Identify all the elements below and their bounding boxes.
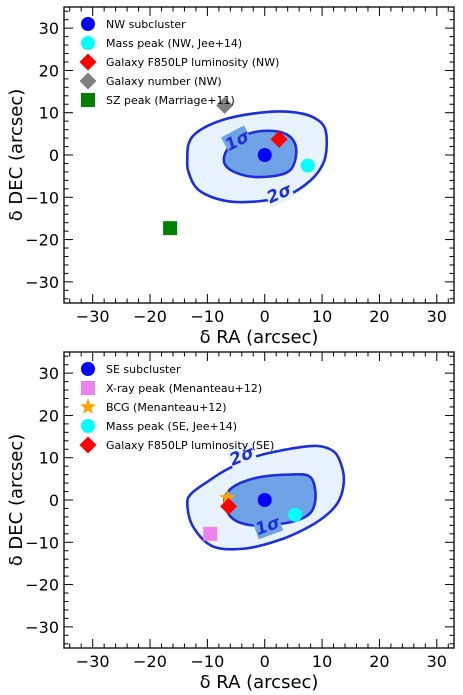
data-point bbox=[163, 221, 178, 236]
x-tick-label: 10 bbox=[312, 307, 332, 326]
x-tick-label: −30 bbox=[76, 652, 110, 671]
data-point bbox=[257, 493, 272, 507]
data-point bbox=[288, 507, 303, 522]
legend-label: X-ray peak (Menanteau+12) bbox=[106, 382, 262, 395]
legend-label: NW subcluster bbox=[106, 18, 186, 31]
y-tick-label: −20 bbox=[25, 231, 59, 250]
y-tick-label: 0 bbox=[49, 146, 59, 165]
contour-label-bg bbox=[221, 125, 254, 156]
x-tick-label: 30 bbox=[427, 307, 447, 326]
x-tick-label: 30 bbox=[427, 652, 447, 671]
x-tick-label: −30 bbox=[76, 307, 110, 326]
x-tick-label: −10 bbox=[190, 652, 224, 671]
legend-marker bbox=[81, 36, 95, 50]
legend-marker bbox=[81, 362, 95, 376]
x-tick-label: 0 bbox=[260, 652, 270, 671]
y-tick-label: 0 bbox=[49, 491, 59, 510]
x-axis-label: δ RA (arcsec) bbox=[200, 327, 319, 348]
y-tick-label: 30 bbox=[39, 19, 59, 38]
legend-label: Mass peak (NW, Jee+14) bbox=[106, 37, 242, 50]
y-tick-label: 10 bbox=[39, 449, 59, 468]
y-tick-label: −20 bbox=[25, 576, 59, 595]
y-tick-label: −30 bbox=[25, 273, 59, 292]
data-point bbox=[216, 97, 234, 115]
legend-marker bbox=[79, 53, 97, 71]
y-tick-label: 10 bbox=[39, 104, 59, 123]
legend-label: SE subcluster bbox=[106, 363, 181, 376]
y-axis-label: δ DEC (arcsec) bbox=[6, 89, 27, 222]
legend-marker bbox=[81, 381, 95, 395]
contour-label-bg bbox=[263, 178, 296, 208]
data-point bbox=[220, 497, 238, 515]
legend-label: BCG (Menanteau+12) bbox=[106, 401, 227, 414]
data-point bbox=[219, 489, 236, 505]
data-point bbox=[300, 158, 315, 173]
x-tick-label: 0 bbox=[260, 307, 270, 326]
data-point bbox=[270, 130, 288, 148]
legend-label: Galaxy F850LP luminosity (NW) bbox=[106, 56, 279, 69]
y-tick-label: 30 bbox=[39, 364, 59, 383]
legend-label: Galaxy F850LP luminosity (SE) bbox=[106, 439, 274, 452]
x-tick-label: −10 bbox=[190, 307, 224, 326]
legend-label: SZ peak (Marriage+11) bbox=[106, 94, 235, 107]
legend-marker bbox=[79, 436, 97, 454]
x-axis-label: δ RA (arcsec) bbox=[200, 672, 319, 693]
data-point bbox=[257, 148, 272, 162]
legend-marker bbox=[81, 93, 95, 107]
legend-label: Mass peak (SE, Jee+14) bbox=[106, 420, 237, 433]
legend-label: Galaxy number (NW) bbox=[106, 75, 222, 88]
legend-marker bbox=[79, 72, 97, 90]
y-tick-label: −10 bbox=[25, 188, 59, 207]
legend-marker bbox=[81, 419, 95, 433]
y-tick-label: −30 bbox=[25, 618, 59, 637]
x-tick-label: 20 bbox=[369, 307, 389, 326]
x-tick-label: 10 bbox=[312, 652, 332, 671]
y-tick-label: −10 bbox=[25, 533, 59, 552]
legend-marker bbox=[79, 398, 97, 414]
contour-label-bg bbox=[225, 441, 258, 470]
x-tick-label: −20 bbox=[133, 652, 167, 671]
contour-label-bg bbox=[251, 511, 284, 540]
legend-marker bbox=[81, 17, 95, 31]
y-tick-label: 20 bbox=[39, 406, 59, 425]
x-tick-label: 20 bbox=[369, 652, 389, 671]
data-point bbox=[203, 526, 218, 541]
y-tick-label: 20 bbox=[39, 61, 59, 80]
x-tick-label: −20 bbox=[133, 307, 167, 326]
y-axis-label: δ DEC (arcsec) bbox=[6, 434, 27, 567]
